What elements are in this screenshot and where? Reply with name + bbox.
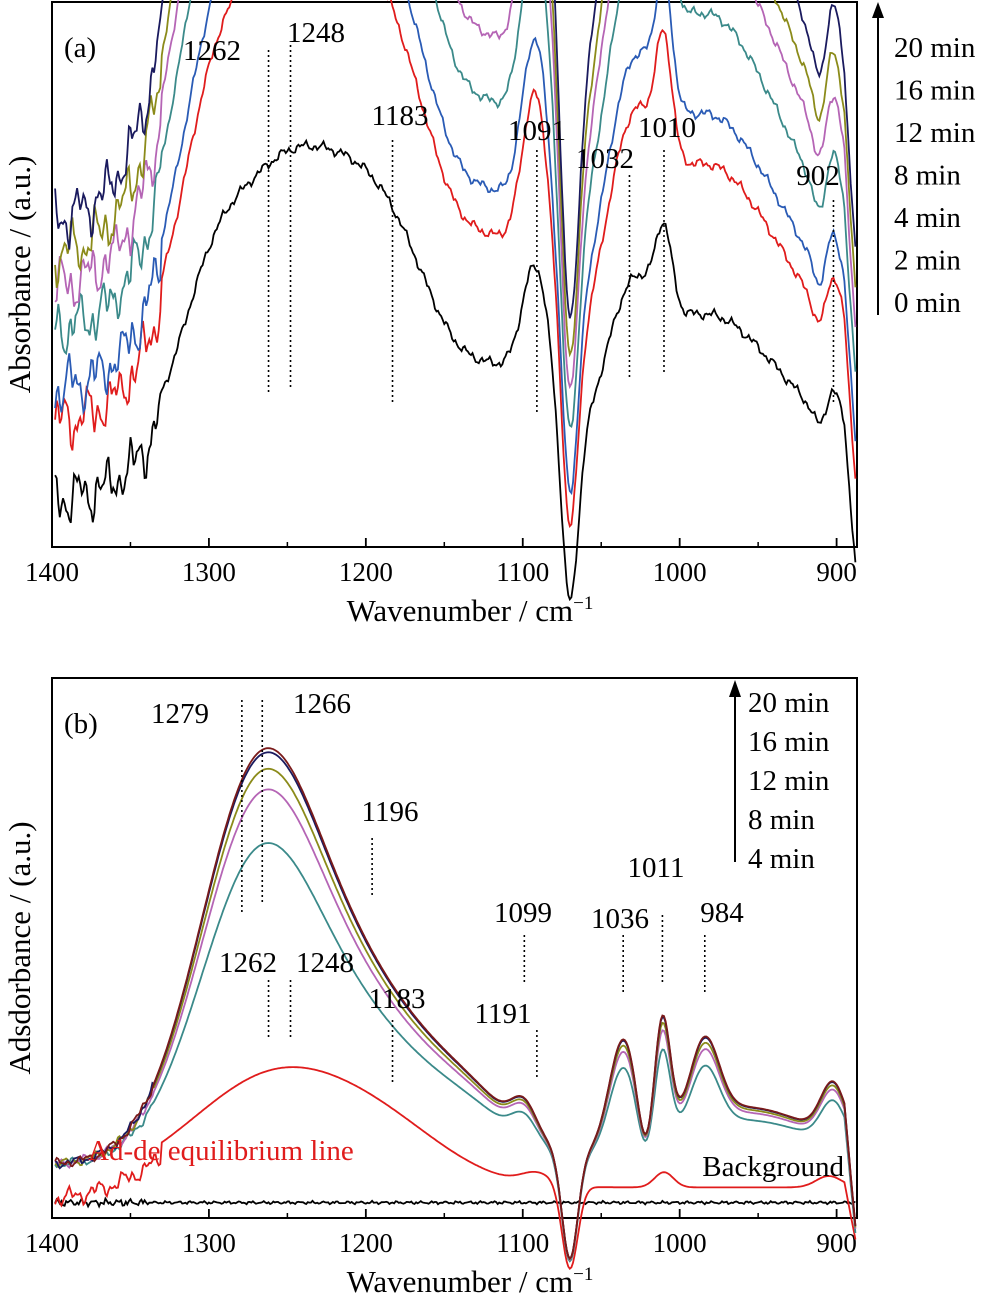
legend-label: 20 min (894, 32, 976, 64)
peak-label: 902 (796, 160, 840, 192)
x-tick-label: 1400 (25, 1228, 79, 1258)
series-line-4-min (54, 0, 857, 496)
legend-label: 12 min (894, 117, 976, 149)
peak-label: 1262 (219, 947, 277, 979)
plot-frame (51, 677, 858, 1219)
peak-label: 1266 (293, 688, 351, 720)
panel-b: 1400 1300 1200 1100 1000 900 Wavenumber / cm−1… (2, 677, 858, 1299)
legend-label: 0 min (894, 287, 961, 319)
x-tick-label: 1200 (339, 557, 393, 587)
peak-label: 984 (700, 897, 744, 929)
series-line-2-min (54, 0, 857, 529)
peak-label: 1183 (372, 100, 429, 132)
peak-label: 1191 (475, 998, 532, 1030)
x-axis-label-superscript: −1 (573, 1264, 593, 1285)
peak-label: 1099 (494, 897, 552, 929)
legend-label: 16 min (748, 726, 830, 758)
x-axis-label-text: Wavenumber / cm (347, 1264, 573, 1299)
legend-label: 20 min (748, 687, 830, 719)
peak-label: 1279 (151, 698, 209, 730)
legend-label: 4 min (748, 843, 815, 875)
series-line-background (54, 1196, 856, 1209)
series-line-8-min (54, 788, 857, 1262)
series-line-20-min (54, 0, 857, 319)
x-tick-label: 1300 (182, 557, 236, 587)
series-line-20-min (54, 747, 857, 1261)
series-line-4-min (54, 842, 857, 1263)
x-tick-label: 1000 (653, 557, 707, 587)
equilibrium-line-label: Ad-de equilibrium line (88, 1135, 354, 1167)
y-axis-label: Adsdorbance / (a.u.) (2, 821, 37, 1074)
series-line-0-min (54, 138, 857, 602)
plot-frame (51, 1, 858, 548)
x-tick-label: 1400 (25, 557, 79, 587)
legend-label: 2 min (894, 245, 961, 277)
panel-a: 1400 1300 1200 1100 1000 900 Wavenumber / cm−1… (2, 0, 976, 628)
peak-label: 1032 (576, 143, 634, 175)
series-line-8-min (54, 0, 857, 428)
peak-label: 1036 (591, 903, 649, 935)
x-axis-label-text: Wavenumber / cm (347, 593, 573, 628)
peak-label: 1091 (508, 115, 566, 147)
peak-label: 1262 (183, 35, 241, 67)
x-tick-label: 1200 (339, 1228, 393, 1258)
series-line-12-min (54, 767, 857, 1261)
legend-arrow-head (872, 2, 884, 18)
x-tick-label: 900 (816, 557, 857, 587)
x-axis-label: Wavenumber / cm−1 (347, 1264, 594, 1299)
legend-label: 12 min (748, 765, 830, 797)
x-tick-label: 1100 (496, 557, 549, 587)
x-tick-label: 1300 (182, 1228, 236, 1258)
x-tick-label: 900 (816, 1228, 857, 1258)
peak-label: 1196 (362, 796, 419, 828)
background-label: Background (702, 1151, 844, 1183)
x-axis-label: Wavenumber / cm−1 (347, 593, 594, 628)
peak-label: 1248 (296, 947, 354, 979)
peak-label: 1010 (638, 112, 696, 144)
legend-label: 8 min (748, 804, 815, 836)
series-line-12-min (54, 0, 857, 390)
legend-label: 8 min (894, 160, 961, 192)
x-tick-label: 1100 (496, 1228, 549, 1258)
legend-label: 16 min (894, 75, 976, 107)
peak-label: 1248 (287, 17, 345, 49)
panel-label: (b) (64, 708, 98, 740)
panel-label: (a) (64, 32, 96, 64)
x-tick-label: 1000 (653, 1228, 707, 1258)
y-axis-label: Absorbance / (a.u.) (2, 156, 37, 394)
peak-label: 1183 (369, 983, 426, 1015)
peak-label: 1011 (628, 852, 685, 884)
x-axis-label-superscript: −1 (573, 593, 593, 614)
legend-arrow-head (729, 680, 741, 697)
legend-label: 4 min (894, 202, 961, 234)
series-line-ad-de-equilibrium-line (54, 1066, 857, 1271)
